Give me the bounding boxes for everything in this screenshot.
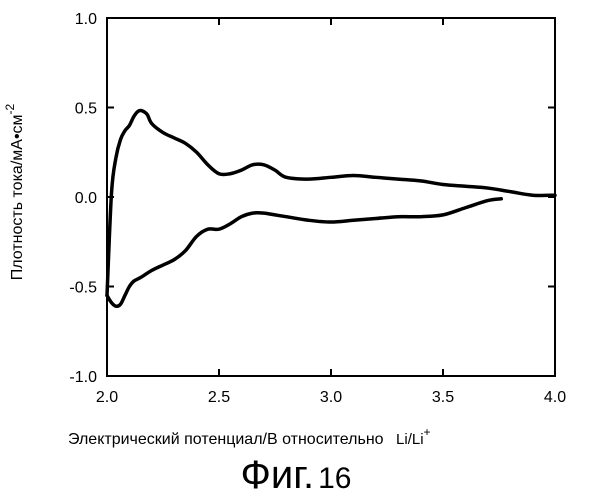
- x-tick-label: 2.0: [96, 389, 118, 406]
- x-tick-label: 4.0: [544, 389, 566, 406]
- plot-frame: [107, 18, 555, 376]
- x-tick-label: 3.5: [432, 389, 454, 406]
- y-tick-label: -0.5: [69, 280, 97, 297]
- y-tick-label: -1.0: [69, 369, 97, 386]
- y-tick-label: 0.5: [75, 101, 97, 118]
- figure-caption: Фиг.16: [241, 453, 352, 497]
- y-tick-label: 1.0: [75, 11, 97, 28]
- y-axis-title: Плотность тока/мА•см-2: [3, 103, 26, 280]
- x-axis-title-unit-sup: +: [424, 425, 431, 439]
- x-axis-title-main: Электрический потенциал/В относительно: [68, 431, 384, 448]
- x-axis-title-unit: Li/Li: [396, 431, 424, 448]
- y-axis-title-main: Плотность тока/мА•см: [9, 114, 26, 280]
- x-tick-label: 2.5: [208, 389, 230, 406]
- series-line-2: [107, 199, 501, 307]
- x-axis-title: Электрический потенциал/В относительно L…: [68, 425, 431, 448]
- y-axis-title-sup: -2: [3, 103, 17, 114]
- ticks: 2.0 2.5 3.0 3.5 4.0 1.0 0.5 0.0 -0.5 -1.0: [69, 11, 566, 406]
- figure-caption-prefix: Фиг.: [241, 453, 315, 497]
- y-tick-label: 0.0: [75, 190, 97, 207]
- figure-caption-number: 16: [318, 462, 351, 495]
- series-line-1: [107, 111, 555, 296]
- series-group: [107, 111, 555, 307]
- x-tick-label: 3.0: [320, 389, 342, 406]
